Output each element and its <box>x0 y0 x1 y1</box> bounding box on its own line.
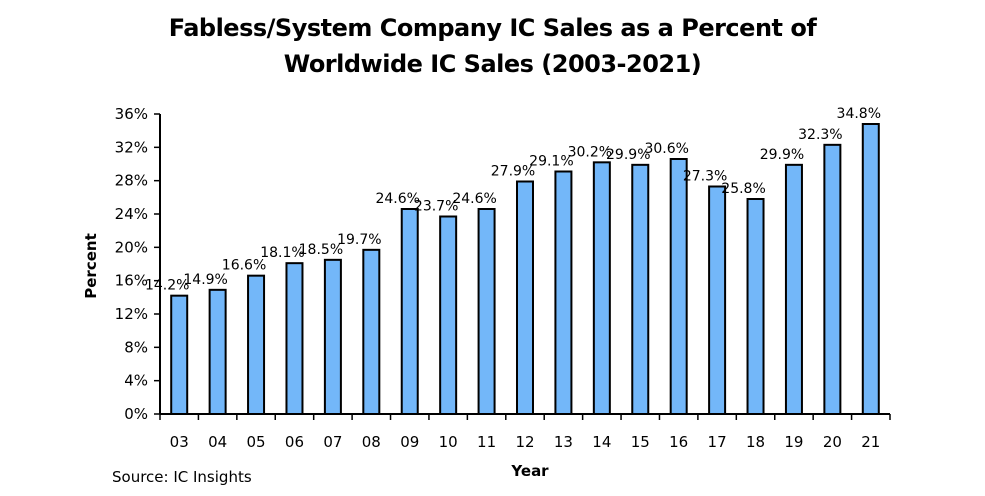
data-label: 24.6% <box>452 191 496 207</box>
data-label: 18.5% <box>299 242 343 258</box>
data-label: 24.6% <box>375 191 419 207</box>
x-tick-label: 04 <box>208 433 227 451</box>
x-tick-label: 12 <box>515 433 534 451</box>
bar <box>823 143 842 415</box>
bar <box>439 215 458 415</box>
data-label: 30.2% <box>568 144 612 160</box>
y-tick-label: 4% <box>124 372 148 390</box>
bar <box>784 163 803 415</box>
y-tick-label: 20% <box>115 238 148 256</box>
y-tick-label: 16% <box>115 272 148 290</box>
chart-title-line-2: Worldwide IC Sales (2003-2021) <box>283 50 702 78</box>
x-tick-label: 10 <box>439 433 458 451</box>
x-tick-label: 11 <box>477 433 496 451</box>
bar <box>362 248 381 415</box>
y-tick-label: 32% <box>115 138 148 156</box>
x-tick-label: 21 <box>861 433 880 451</box>
x-tick-label: 03 <box>170 433 189 451</box>
y-tick-label: 8% <box>124 338 148 356</box>
x-tick-label: 14 <box>592 433 611 451</box>
bar <box>170 294 189 415</box>
y-tick-label: 28% <box>115 172 148 190</box>
data-label: 29.9% <box>606 147 650 163</box>
data-labels: 14.2%14.9%16.6%18.1%18.5%19.7% 24.6%23.7%… <box>145 106 881 294</box>
x-tick-label: 09 <box>400 433 419 451</box>
data-label: 29.9% <box>760 147 804 163</box>
bar <box>554 170 573 415</box>
bar <box>592 161 611 415</box>
x-tick-label: 08 <box>362 433 381 451</box>
data-label: 34.8% <box>837 106 881 122</box>
chart-title-line-1: Fabless/System Company IC Sales as a Per… <box>168 14 817 42</box>
data-label: 30.6% <box>644 141 688 157</box>
y-tick-label: 36% <box>115 105 148 123</box>
bar <box>708 185 727 415</box>
x-tick-label: 19 <box>784 433 803 451</box>
x-tick-label: 18 <box>746 433 765 451</box>
data-label: 27.9% <box>491 164 535 180</box>
bar <box>477 208 496 415</box>
bar <box>208 288 227 416</box>
x-tick-label: 05 <box>247 433 266 451</box>
data-label: 23.7% <box>414 199 458 215</box>
bar <box>861 123 880 415</box>
y-tick-label: 24% <box>115 205 148 223</box>
x-tick-label: 13 <box>554 433 573 451</box>
x-axis-label: Year <box>510 462 549 480</box>
bar <box>323 258 342 416</box>
y-axis-ticks: 0% 4% 8% 12% 16% 20% 24% 28% 32% 36% <box>115 105 160 423</box>
bar <box>746 198 765 415</box>
bar <box>285 262 304 415</box>
data-label: 29.1% <box>529 154 573 170</box>
data-label: 25.8% <box>721 181 765 197</box>
x-tick-label: 16 <box>669 433 688 451</box>
bar <box>400 208 419 415</box>
y-tick-label: 0% <box>124 405 148 423</box>
x-tick-label: 07 <box>323 433 342 451</box>
x-tick-label: 06 <box>285 433 304 451</box>
source-note: Source: IC Insights <box>112 468 252 486</box>
x-tick-label: 20 <box>823 433 842 451</box>
data-label: 27.3% <box>683 169 727 185</box>
x-axis-ticks: 03 04 05 06 07 08 09 10 11 12 13 14 15 16 17 18 19 20 21 <box>159 414 891 451</box>
data-label: 14.9% <box>183 272 227 288</box>
x-tick-label: 15 <box>631 433 650 451</box>
chart-title: Fabless/System Company IC Sales as a Per… <box>0 10 985 82</box>
bar <box>516 180 534 415</box>
x-tick-label: 17 <box>708 433 727 451</box>
data-label: 19.7% <box>337 232 381 248</box>
y-axis-label: Percent <box>82 233 100 298</box>
data-label: 18.1% <box>260 245 304 261</box>
bar <box>669 158 688 415</box>
bar <box>247 274 266 415</box>
data-label: 32.3% <box>798 127 842 143</box>
y-tick-label: 12% <box>115 305 148 323</box>
data-label: 16.6% <box>222 258 266 274</box>
data-label: 14.2% <box>145 278 189 294</box>
bar <box>631 163 650 415</box>
